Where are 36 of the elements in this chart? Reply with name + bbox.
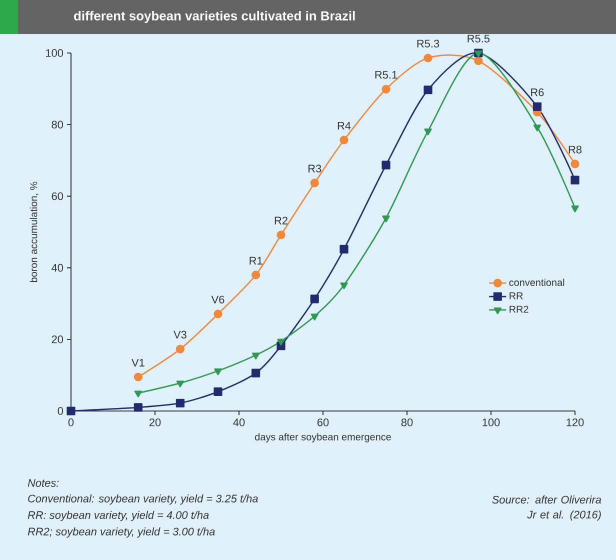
annotation: R5.1 bbox=[375, 70, 398, 79]
annotation: R5.5 bbox=[468, 34, 490, 42]
annotation: R1 bbox=[250, 256, 262, 264]
text: RR: soybean variety, yield = 4.00 t/ha bbox=[28, 510, 209, 522]
legend-label: conventional bbox=[509, 278, 564, 286]
y-tick-label: 80 bbox=[52, 120, 64, 128]
y-axis-title: boron accumulation, % bbox=[30, 182, 38, 282]
text: Conventional: soybean variety, yield = 3.25 t/ha bbox=[28, 494, 258, 505]
legend-label: RR2 bbox=[510, 306, 528, 313]
x-tick-label: 0 bbox=[68, 418, 74, 426]
annotation: R8 bbox=[568, 146, 582, 154]
y-tick-label: 0 bbox=[58, 407, 64, 415]
y-tick-label: 20 bbox=[52, 336, 64, 344]
text: Notes: bbox=[28, 479, 59, 487]
x-tick-label: 60 bbox=[317, 418, 329, 426]
annotation: V1 bbox=[132, 358, 144, 366]
annotation: R3 bbox=[308, 164, 322, 172]
legend-label: RR bbox=[510, 292, 523, 300]
annotation: R5.3 bbox=[417, 40, 440, 48]
annotation: R2 bbox=[274, 216, 288, 224]
x-tick-label: 100 bbox=[482, 418, 500, 426]
x-axis-title: days after soybean emergence bbox=[255, 433, 391, 442]
y-tick-label: 40 bbox=[52, 264, 64, 272]
x-tick-label: 40 bbox=[233, 418, 245, 426]
y-tick-label: 60 bbox=[52, 192, 64, 200]
y-tick-label: 100 bbox=[46, 49, 64, 57]
x-tick-label: 120 bbox=[566, 418, 584, 426]
x-tick-label: 20 bbox=[149, 418, 161, 426]
x-tick-label: 80 bbox=[401, 418, 413, 426]
source-note: Source: after Oliverira Jr et al. (2016) bbox=[492, 496, 602, 521]
annotation: V6 bbox=[211, 296, 224, 304]
annotation: R4 bbox=[338, 122, 351, 130]
text: RR2; soybean variety, yield = 3.00 t/ha bbox=[28, 527, 215, 538]
chart-title: different soybean varieties cultivated in Brazil bbox=[74, 10, 355, 24]
annotation: R6 bbox=[531, 88, 544, 96]
annotation: V3 bbox=[174, 330, 186, 339]
